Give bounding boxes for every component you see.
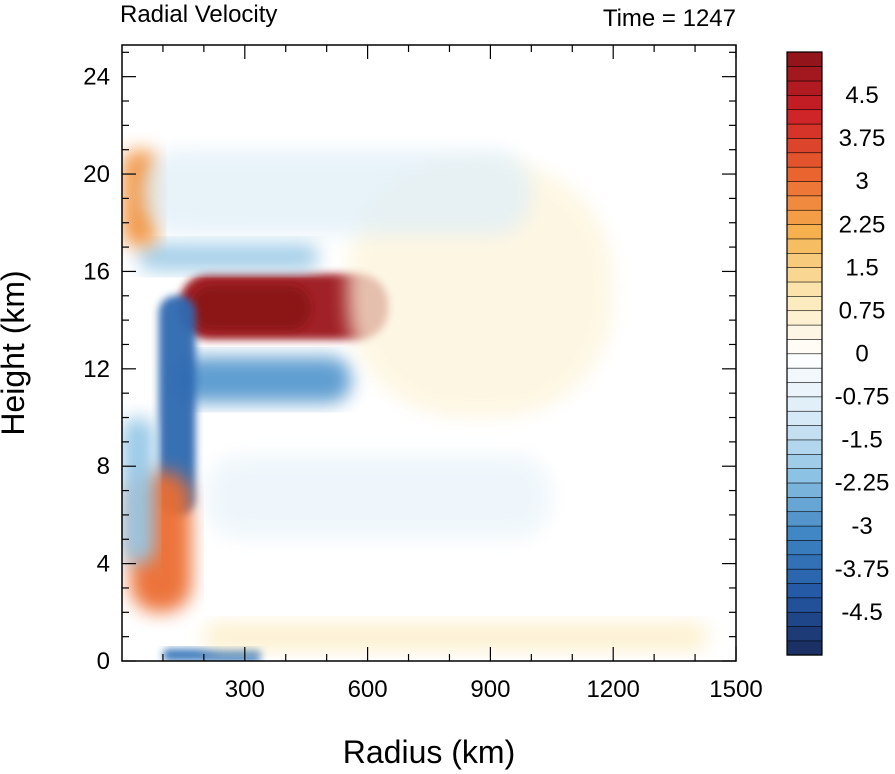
colorbar-box — [786, 568, 823, 584]
colorbar-box — [786, 582, 823, 599]
colorbar-label: 0 — [855, 341, 868, 368]
colorbar-box — [786, 209, 823, 225]
field-feature-upper-inflow-streaks — [142, 149, 532, 235]
colorbar-box — [786, 152, 823, 168]
colorbar-box — [786, 381, 823, 398]
colorbar-box — [786, 525, 823, 541]
colorbar-box — [786, 252, 823, 268]
colorbar-box — [786, 310, 823, 326]
colorbar-box — [786, 180, 823, 197]
colorbar-box — [786, 166, 823, 182]
colorbar-label: -1.5 — [841, 427, 882, 454]
colorbar-box — [786, 625, 823, 642]
chart-subtitle: Time = 1247 — [603, 5, 736, 32]
colorbar-box — [786, 338, 823, 355]
y-tick-label: 24 — [83, 64, 110, 91]
plot-frame — [121, 44, 737, 662]
colorbar-box — [786, 396, 823, 412]
field-feature-eyewall-inflow-streak — [158, 295, 196, 515]
colorbar-box — [786, 51, 823, 67]
colorbar-label: 0.75 — [839, 297, 886, 324]
colorbar-label: -4.5 — [841, 599, 882, 626]
y-tick-label: 0 — [97, 648, 110, 675]
colorbar-box — [786, 353, 823, 369]
colorbar-box — [786, 424, 823, 441]
colorbar-box — [786, 66, 823, 82]
colorbar-box — [786, 238, 823, 254]
colorbar-box — [786, 223, 823, 240]
field-feature-inner-inflow-column — [122, 417, 155, 564]
colorbar-box — [786, 482, 823, 498]
colorbar-box — [786, 267, 823, 283]
colorbar-box — [786, 611, 823, 627]
colorbar-box — [786, 367, 823, 383]
y-axis: 0 4 8 12 16 20 24 — [83, 51, 736, 675]
colorbar-label: -0.75 — [835, 384, 890, 411]
colorbar: 4.5 3.75 3 2.25 1.5 0.75 0 -0.75 -1.5 -2.25 -3 -3.7… — [786, 51, 890, 656]
field-feature-mid-level-inflow-band — [175, 356, 352, 403]
colorbar-box — [786, 324, 823, 340]
colorbar-box — [786, 137, 823, 154]
velocity-field — [122, 149, 708, 661]
colorbar-label: 3 — [855, 168, 868, 195]
x-tick-label: 1200 — [587, 676, 640, 703]
x-axis-label: Radius (km) — [343, 734, 515, 770]
colorbar-box — [786, 410, 823, 426]
colorbar-label: 1.5 — [845, 254, 878, 281]
colorbar-box — [786, 80, 823, 96]
y-tick-label: 8 — [97, 453, 110, 480]
y-tick-label: 4 — [97, 551, 110, 578]
colorbar-frame — [786, 51, 823, 656]
chart-title: Radial Velocity — [120, 1, 277, 28]
field-feature-inflow-band-above-outflow — [138, 242, 319, 272]
colorbar-label: -2.25 — [835, 470, 890, 497]
colorbar-label: -3 — [851, 513, 872, 540]
plot-area: 300 600 900 1200 1500 0 4 8 12 16 20 24 — [83, 44, 763, 703]
y-tick-label: 20 — [83, 161, 110, 188]
colorbar-label: 2.25 — [839, 211, 886, 238]
colorbar-box — [786, 554, 823, 570]
colorbar-box — [786, 123, 823, 139]
colorbar-box — [786, 496, 823, 513]
field-feature-upper-outflow-core — [191, 286, 311, 330]
colorbar-box — [786, 640, 823, 656]
colorbar-box — [786, 468, 823, 484]
x-tick-label: 600 — [348, 676, 388, 703]
colorbar-box — [786, 453, 823, 469]
colorbar-box — [786, 109, 823, 125]
colorbar-box — [786, 295, 823, 312]
y-tick-label: 16 — [83, 258, 110, 285]
colorbar-box — [786, 439, 823, 455]
field-feature-boundary-layer-inflow — [162, 648, 262, 661]
colorbar-box — [786, 281, 823, 297]
colorbar-label: 4.5 — [845, 82, 878, 109]
colorbar-label: -3.75 — [835, 556, 890, 583]
colorbar-box — [786, 94, 823, 111]
colorbar-box — [786, 195, 823, 211]
x-tick-label: 900 — [470, 676, 510, 703]
x-axis: 300 600 900 1200 1500 — [162, 45, 763, 703]
y-axis-label: Height (km) — [0, 270, 31, 435]
colorbar-box — [786, 539, 823, 556]
x-tick-label: 1500 — [709, 676, 762, 703]
colorbar-box — [786, 597, 823, 613]
x-tick-label: 300 — [225, 676, 265, 703]
y-tick-label: 12 — [83, 356, 110, 383]
field-feature-near-surface-outflow — [203, 622, 708, 652]
colorbar-box — [786, 511, 823, 527]
field-feature-weak-mid-level-inflow — [203, 454, 552, 540]
colorbar-label: 3.75 — [839, 125, 886, 152]
